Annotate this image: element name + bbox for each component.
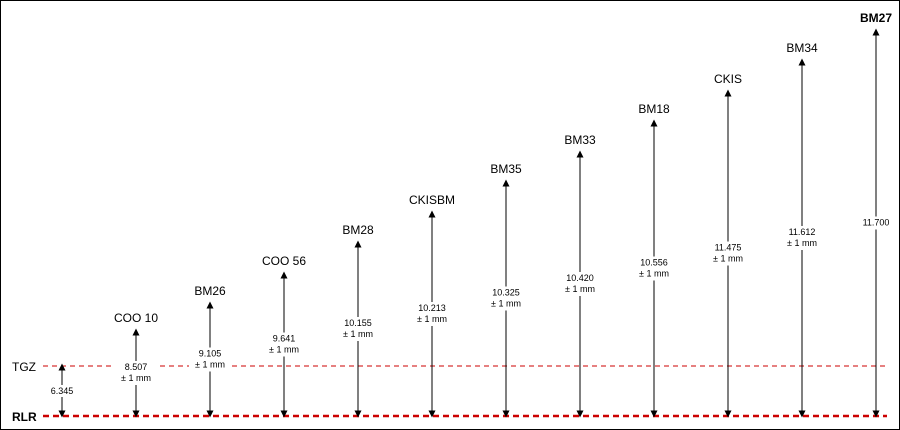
label-bm35: BM35 [490, 162, 522, 176]
value-coo-56: 9.641 [273, 334, 296, 344]
value-bm33: 10.420 [566, 273, 594, 283]
value-ckis: 11.475 [715, 243, 742, 253]
value-bg-bm26 [189, 347, 231, 372]
label-bm18: BM18 [638, 102, 670, 116]
tolerance-coo-10: ± 1 mm [121, 373, 151, 383]
label-coo-56: COO 56 [262, 254, 306, 268]
tolerance-bm28: ± 1 mm [343, 329, 373, 339]
value-bg-bm28 [337, 317, 379, 341]
label-bm27: BM27 [860, 11, 892, 25]
value-bg-bm33 [559, 272, 601, 296]
tolerance-bm34: ± 1 mm [787, 238, 817, 248]
rlr-label: RLR [12, 410, 37, 424]
tgz-value: 6.345 [51, 386, 74, 396]
value-bg-ckisbm [411, 302, 453, 326]
value-bg-coo-10 [115, 361, 157, 385]
value-bg-bm34 [781, 226, 823, 250]
tgz-label: TGZ [12, 360, 36, 374]
label-bm26: BM26 [194, 284, 226, 298]
label-ckis: CKIS [714, 72, 742, 86]
value-bg-bm18 [633, 256, 675, 281]
value-ckisbm: 10.213 [418, 303, 446, 313]
value-bm26: 9.105 [199, 349, 222, 359]
value-coo-10: 8.507 [125, 362, 148, 372]
value-bg-ckis [707, 241, 749, 266]
value-bg-bm35 [485, 286, 527, 311]
value-bg-bm27 [855, 216, 897, 230]
value-bm18: 10.556 [640, 258, 668, 268]
label-ckisbm: CKISBM [409, 193, 455, 207]
tolerance-bm18: ± 1 mm [639, 269, 669, 279]
label-bm33: BM33 [564, 133, 596, 147]
label-coo-10: COO 10 [114, 311, 158, 325]
label-bm28: BM28 [342, 223, 374, 237]
tolerance-coo-56: ± 1 mm [269, 345, 299, 355]
tolerance-ckisbm: ± 1 mm [417, 314, 447, 324]
tolerance-bm33: ± 1 mm [565, 284, 595, 294]
value-bm28: 10.155 [344, 318, 372, 328]
tolerance-bm26: ± 1 mm [195, 360, 225, 370]
value-bm35: 10.325 [492, 288, 520, 298]
tolerance-ckis: ± 1 mm [713, 254, 743, 264]
label-bm34: BM34 [786, 41, 818, 55]
value-bm34: 11.612 [789, 227, 816, 237]
value-bg-coo-56 [263, 332, 305, 357]
value-bm27: 11.700 [863, 218, 890, 228]
tolerance-bm35: ± 1 mm [491, 299, 521, 309]
